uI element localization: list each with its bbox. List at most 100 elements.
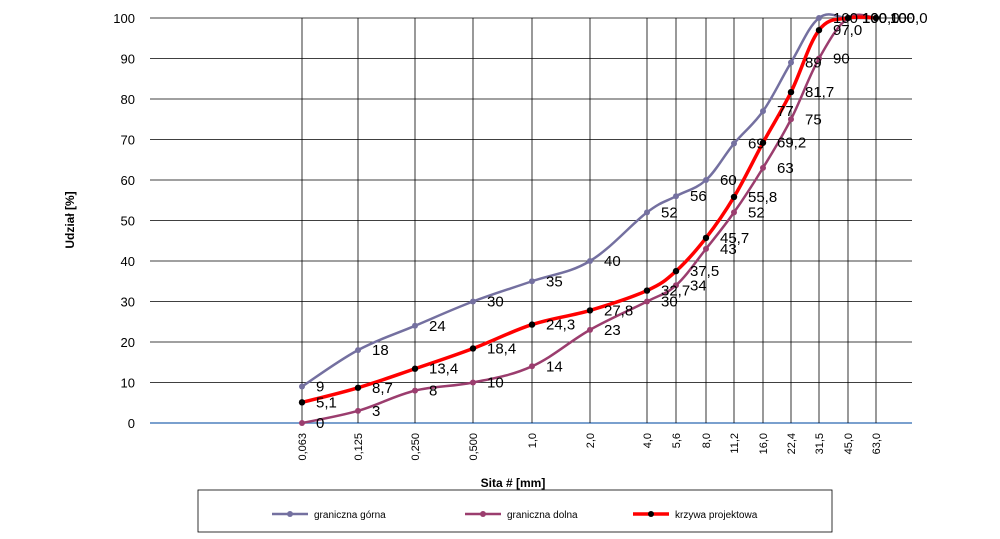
- y-axis-title: Udział [%]: [63, 191, 77, 248]
- series-upper-limit-point: [412, 322, 418, 329]
- series-lower-limit-point: [587, 326, 593, 333]
- series-design-curve-point: [872, 14, 880, 22]
- series-upper-limit-point: [731, 140, 737, 147]
- series-upper-limit-data-label: 18: [372, 342, 389, 359]
- series-upper-limit-data-label: 100: [833, 10, 858, 27]
- series-design-curve-point: [298, 399, 306, 406]
- series-lower-limit-point: [760, 164, 766, 171]
- series-lower-limit-point: [299, 420, 305, 426]
- series-design-curve-data-label: 100,0: [862, 10, 900, 27]
- series-design-curve-data-label: 27,8: [604, 302, 633, 319]
- x-tick-label: 1,0: [527, 433, 539, 448]
- series-upper-limit-data-label: 56: [690, 188, 707, 205]
- x-tick-label: 11,2: [729, 433, 741, 454]
- series-design-curve-data-label: 32,7: [661, 283, 690, 300]
- series-design-curve-data-label: 100,0: [890, 10, 928, 27]
- x-axis-ticks: 0,063 0,125 0,250 0,500 1,0 2,0 4,0 5,6 8,0 11,2 1…: [297, 433, 883, 461]
- series-lower-limit-point: [644, 298, 650, 305]
- x-tick-label: 31,5: [814, 433, 826, 454]
- series-lower-limit-data-label: 90: [833, 51, 850, 68]
- y-tick-label: 20: [121, 335, 135, 350]
- x-tick-label: 5,6: [671, 433, 683, 448]
- legend-box: [197, 489, 833, 533]
- series-upper-limit-data-label: 69: [748, 136, 765, 153]
- series-upper-limit-legend-label: graniczna górna: [314, 510, 386, 521]
- series-design-curve-point: [730, 193, 738, 201]
- series-design-curve-data-label: 5,1: [316, 394, 337, 411]
- series-lower-limit-point: [355, 407, 361, 414]
- series-design-curve-point: [815, 26, 823, 34]
- series-design-curve-data-label: 97,0: [833, 22, 862, 39]
- legend: graniczna górna graniczna dolna krzywa pro…: [197, 489, 833, 533]
- series-lower-limit-data-label: 23: [604, 322, 621, 339]
- x-tick-label: 8,0: [701, 433, 713, 448]
- series-upper-limit-data-label: 60: [720, 172, 737, 189]
- y-axis-ticks: 0 10 20 30 40 50 60 70 80 90 100: [113, 11, 135, 431]
- series-design-curve-data-label: 69,2: [777, 135, 806, 152]
- series-design-curve-data-label: 45,7: [720, 230, 749, 247]
- series-upper-limit-point: [355, 347, 361, 354]
- series-lower-limit-legend-marker: [480, 511, 486, 517]
- series-lower-limit-data-label: 63: [777, 160, 794, 177]
- series-design-curve-point: [759, 139, 767, 146]
- series-design-curve-point: [354, 384, 362, 391]
- series-design-curve-data-label: 81,7: [805, 84, 834, 101]
- series-design-curve-point: [844, 14, 852, 22]
- y-tick-label: 10: [121, 376, 135, 391]
- series-upper-limit-point: [760, 108, 766, 115]
- y-tick-label: 30: [121, 295, 135, 310]
- x-tick-label: 0,063: [297, 433, 309, 461]
- series-upper-limit-point: [673, 193, 679, 200]
- y-tick-label: 80: [121, 92, 135, 107]
- series-design-curve-point: [787, 88, 795, 96]
- series-upper-limit-data-label: 100: [862, 10, 887, 27]
- series-upper-limit-data-label: 35: [546, 273, 563, 290]
- series-upper-limit-point: [587, 258, 593, 264]
- series-lower-limit-point: [703, 245, 709, 252]
- series-upper-limit-data-label: 24: [429, 318, 446, 335]
- series-lower-limit-line: [301, 13, 877, 425]
- series-lower-limit-point: [731, 209, 737, 216]
- series-lower-limit-data-label: 8: [429, 383, 437, 400]
- series-upper-limit-data-label: 77: [777, 103, 794, 120]
- y-tick-label: 0: [128, 416, 135, 431]
- x-tick-label: 0,125: [353, 433, 365, 461]
- series-upper-limit-point: [703, 177, 709, 183]
- series-design-curve-data-label: 55,8: [748, 189, 777, 206]
- series-upper-limit-point: [788, 59, 794, 66]
- y-tick-label: 70: [121, 133, 135, 148]
- series-lower-limit-point: [673, 282, 679, 289]
- series-upper-limit-data-label: 89: [805, 55, 822, 72]
- x-tick-label: 22,4: [786, 433, 798, 454]
- y-tick-label: 40: [121, 254, 135, 269]
- series-design-curve-point: [528, 321, 536, 328]
- series-lower-limit-legend-label: graniczna dolna: [507, 510, 578, 521]
- series-upper-limit-data-label: 40: [604, 253, 621, 270]
- series-lower-limit-data-label: 100: [890, 10, 915, 27]
- x-tick-label: 0,250: [410, 433, 422, 461]
- x-tick-label: 63,0: [871, 433, 883, 454]
- series-design-curve-point: [586, 307, 594, 314]
- series-design-curve-legend-label: krzywa projektowa: [675, 510, 758, 521]
- series-design-curve-data-label: 37,5: [690, 263, 719, 280]
- series-lower-limit-data-label: 75: [805, 111, 822, 128]
- series-upper-limit-data-label: 30: [487, 294, 504, 311]
- series-lower-limit-point: [788, 116, 794, 123]
- series-upper-limit-legend-marker: [287, 511, 293, 517]
- series-design-curve-legend-marker: [648, 511, 654, 517]
- x-tick-label: 4,0: [642, 433, 654, 448]
- series-design-curve-point: [411, 365, 419, 372]
- series-lower-limit-data-label: 14: [546, 358, 563, 375]
- series-lower-limit-data-label: 100: [862, 10, 887, 27]
- series-upper-limit-point: [816, 15, 822, 21]
- x-axis-title: Sita # [mm]: [481, 476, 546, 490]
- series-lower-limit-data-label: 52: [748, 204, 765, 221]
- series-lower-limit-data-label: 10: [487, 375, 504, 392]
- y-tick-label: 90: [121, 52, 135, 67]
- x-tick-label: 2,0: [585, 433, 597, 448]
- series-lower-limit-data-label: 3: [372, 403, 380, 420]
- series-design-curve-point: [643, 287, 651, 294]
- series-design-curve-point: [672, 267, 680, 275]
